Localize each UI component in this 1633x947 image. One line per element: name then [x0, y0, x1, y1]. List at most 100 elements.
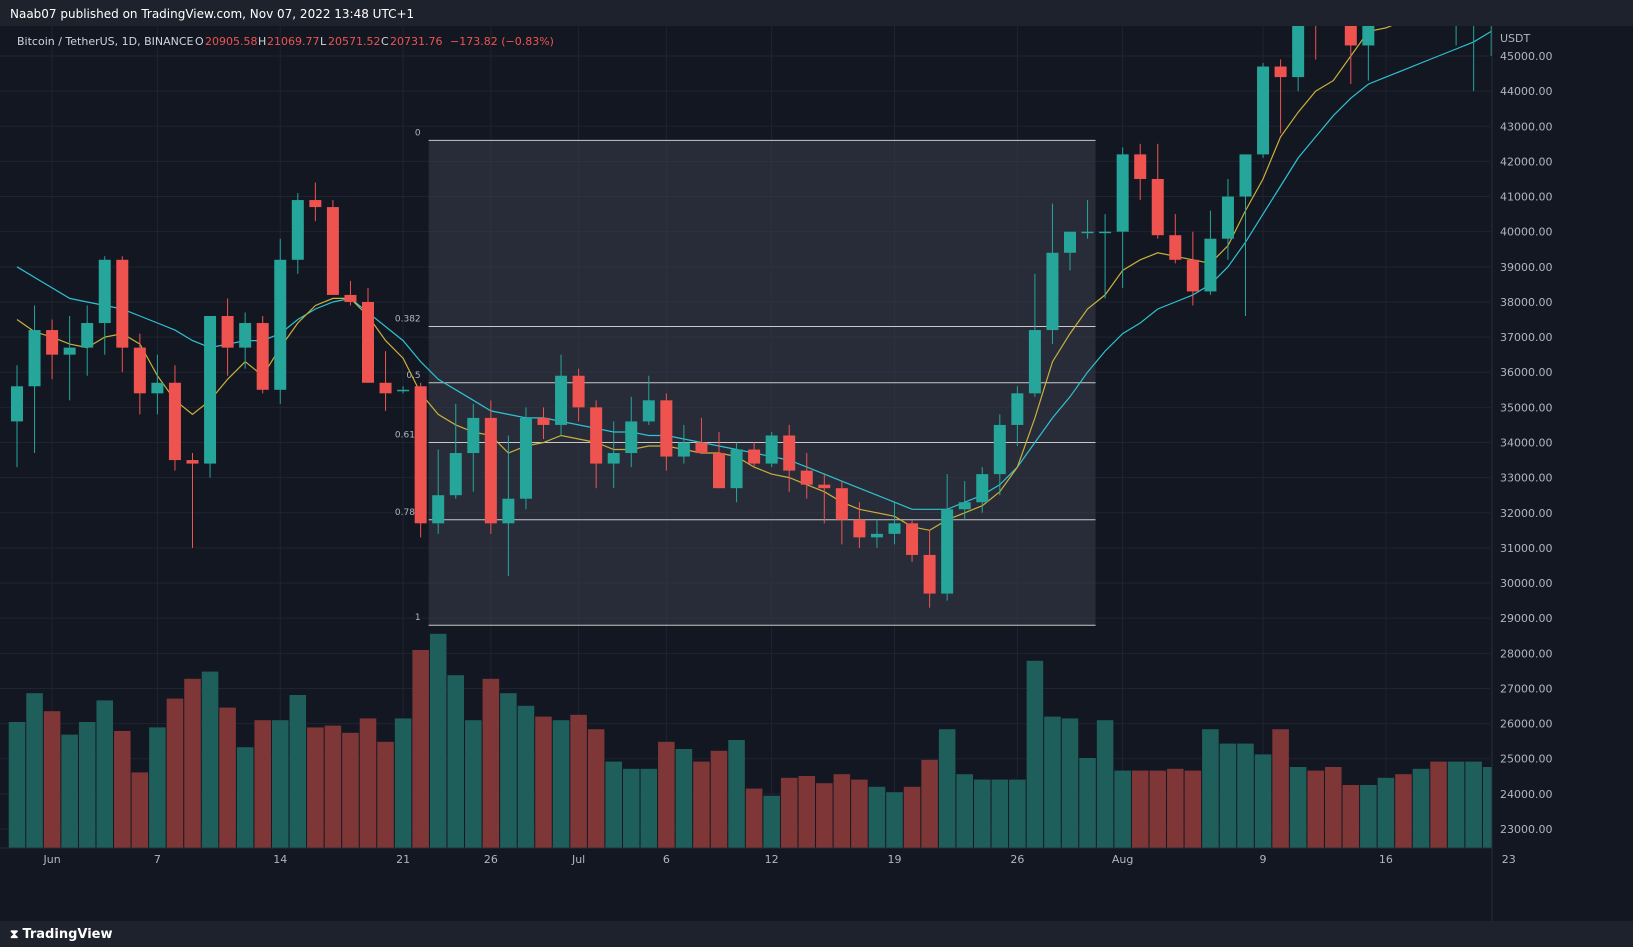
- candle[interactable]: [1292, 0, 1305, 92]
- candle[interactable]: [1221, 178, 1234, 260]
- candle[interactable]: [958, 481, 971, 520]
- volume-bar: [289, 695, 307, 848]
- candle[interactable]: [1239, 154, 1252, 317]
- candle[interactable]: [730, 442, 743, 503]
- chart-area[interactable]: 0 0.382 0.5 0.618 0.786 1 USDT 23000.00 24000.0…: [0, 0, 1633, 921]
- candle[interactable]: [748, 442, 761, 468]
- candle[interactable]: [344, 280, 357, 306]
- candle-body: [362, 301, 374, 383]
- candle[interactable]: [1310, 0, 1322, 60]
- candle[interactable]: [695, 417, 708, 454]
- candle[interactable]: [1011, 386, 1024, 447]
- candle[interactable]: [221, 298, 234, 376]
- candle[interactable]: [888, 502, 901, 545]
- candle[interactable]: [677, 424, 690, 464]
- candle[interactable]: [432, 449, 445, 534]
- candle[interactable]: [1028, 273, 1041, 397]
- candle[interactable]: [256, 316, 269, 394]
- candle[interactable]: [81, 305, 94, 376]
- candle[interactable]: [291, 193, 304, 274]
- candle[interactable]: [607, 421, 620, 489]
- candle[interactable]: [414, 382, 427, 538]
- candle[interactable]: [326, 200, 339, 295]
- candle[interactable]: [519, 407, 532, 510]
- candle[interactable]: [590, 400, 603, 489]
- candle-body: [870, 533, 883, 538]
- candle[interactable]: [800, 453, 813, 499]
- candle[interactable]: [1274, 59, 1287, 134]
- candle[interactable]: [168, 365, 181, 471]
- candle[interactable]: [923, 530, 936, 608]
- candle[interactable]: [1081, 200, 1094, 239]
- candle[interactable]: [1344, 0, 1357, 85]
- candle[interactable]: [1362, 0, 1375, 81]
- candle[interactable]: [660, 393, 673, 471]
- candle[interactable]: [362, 287, 374, 383]
- candle[interactable]: [1116, 147, 1129, 288]
- time-tick-label: Aug: [1112, 853, 1133, 866]
- volume-bar: [377, 741, 394, 848]
- candle[interactable]: [309, 182, 322, 222]
- fibonacci-retracement[interactable]: 0 0.382 0.5 0.618 0.786 1: [395, 128, 1096, 626]
- candle[interactable]: [239, 312, 252, 369]
- candle[interactable]: [783, 424, 796, 492]
- open-label: O: [195, 35, 204, 48]
- candle[interactable]: [1204, 210, 1217, 295]
- candle-body: [449, 453, 462, 496]
- volume-bar: [570, 714, 587, 848]
- fib-level-label: 0.618: [395, 431, 421, 441]
- candle[interactable]: [1450, 0, 1463, 46]
- candlestick-chart[interactable]: 0 0.382 0.5 0.618 0.786 1 USDT 23000.00 24000.0…: [0, 0, 1633, 921]
- candle[interactable]: [186, 453, 199, 548]
- candle[interactable]: [116, 256, 129, 373]
- volume-bar: [1395, 774, 1412, 848]
- time-tick-label: 7: [154, 853, 161, 866]
- candle[interactable]: [993, 414, 1006, 496]
- candle[interactable]: [11, 365, 23, 468]
- candle[interactable]: [502, 435, 515, 577]
- candle[interactable]: [537, 407, 550, 439]
- candle[interactable]: [870, 519, 883, 548]
- candle[interactable]: [1257, 63, 1270, 158]
- candle[interactable]: [906, 519, 919, 562]
- candle[interactable]: [397, 386, 410, 394]
- candle[interactable]: [204, 316, 217, 478]
- candle[interactable]: [835, 481, 848, 545]
- candle[interactable]: [625, 396, 638, 468]
- candle[interactable]: [449, 403, 462, 499]
- candle[interactable]: [1468, 0, 1480, 92]
- candle[interactable]: [274, 238, 287, 404]
- candle[interactable]: [467, 403, 480, 492]
- candle[interactable]: [1064, 231, 1076, 271]
- volume-bar: [500, 693, 517, 848]
- candle[interactable]: [713, 431, 725, 489]
- candle[interactable]: [379, 351, 392, 411]
- candle[interactable]: [1099, 214, 1112, 299]
- candle[interactable]: [98, 256, 111, 355]
- candle[interactable]: [941, 474, 954, 601]
- candle[interactable]: [818, 474, 831, 524]
- candle[interactable]: [642, 375, 655, 425]
- candle[interactable]: [151, 354, 164, 415]
- candle[interactable]: [46, 319, 59, 380]
- candle[interactable]: [555, 354, 568, 436]
- candle[interactable]: [1186, 231, 1199, 306]
- time-tick-label: 21: [396, 853, 410, 866]
- candle[interactable]: [853, 502, 866, 548]
- candle[interactable]: [765, 431, 778, 468]
- candle[interactable]: [572, 368, 585, 422]
- candle[interactable]: [976, 467, 989, 513]
- price-tick-label: 41000.00: [1500, 191, 1553, 204]
- candle[interactable]: [484, 400, 497, 534]
- candle[interactable]: [28, 305, 41, 454]
- tradingview-logo[interactable]: ⧗ TradingView: [10, 927, 113, 942]
- candle[interactable]: [133, 333, 146, 415]
- volume-bar: [1202, 729, 1219, 848]
- volume-bar: [605, 761, 622, 848]
- candle[interactable]: [1134, 143, 1147, 201]
- candle[interactable]: [63, 316, 76, 401]
- candle[interactable]: [1046, 203, 1059, 345]
- candle-body: [519, 417, 532, 499]
- candle[interactable]: [1151, 143, 1164, 239]
- candle[interactable]: [1169, 214, 1182, 264]
